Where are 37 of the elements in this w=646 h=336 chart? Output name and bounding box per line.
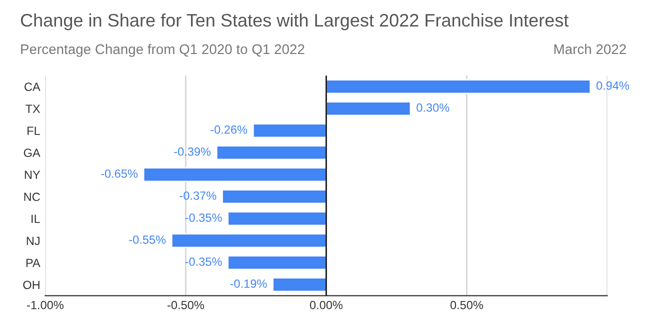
y-tick-label: IL bbox=[32, 214, 40, 223]
x-tick-label: 0.00% bbox=[310, 300, 343, 310]
data-label: -0.35% bbox=[185, 257, 222, 266]
bar bbox=[272, 277, 327, 292]
y-tick-label: TX bbox=[26, 104, 40, 113]
x-tick-label: -1.00% bbox=[27, 300, 64, 310]
chart-title: Change in Share for Ten States with Largest 2022 Franchise Interest bbox=[20, 13, 569, 30]
y-tick-label: NJ bbox=[26, 236, 40, 246]
y-tick-label: OH bbox=[23, 280, 40, 290]
bar bbox=[142, 167, 327, 182]
data-label: -0.26% bbox=[210, 125, 248, 134]
data-label: -0.39% bbox=[174, 147, 211, 156]
y-tick-label: NY bbox=[24, 170, 40, 179]
bar bbox=[227, 255, 327, 270]
bar bbox=[326, 101, 412, 116]
data-label: -0.65% bbox=[101, 169, 138, 178]
chart-subtitle: Percentage Change from Q1 2020 to Q1 2022 bbox=[21, 44, 304, 57]
bar bbox=[227, 211, 327, 226]
bar bbox=[216, 145, 327, 160]
data-label: -0.55% bbox=[129, 235, 166, 244]
data-label: 0.94% bbox=[596, 81, 630, 90]
y-tick-label: FL bbox=[28, 126, 40, 135]
bar bbox=[326, 79, 592, 94]
data-label: -0.37% bbox=[180, 191, 216, 200]
x-tick-label: -0.50% bbox=[168, 300, 204, 310]
y-tick-label: NC bbox=[24, 192, 40, 202]
bar bbox=[252, 123, 327, 138]
y-tick-label: GA bbox=[24, 148, 40, 158]
data-label: -0.35% bbox=[185, 213, 222, 222]
y-tick-label: CA bbox=[24, 82, 40, 91]
x-tick-label: 0.50% bbox=[450, 300, 484, 310]
y-tick-label: PA bbox=[26, 258, 40, 267]
bar bbox=[222, 189, 327, 204]
bar bbox=[170, 233, 327, 248]
data-label: 0.30% bbox=[416, 103, 450, 112]
data-label: -0.19% bbox=[230, 279, 267, 288]
text: March 2022 bbox=[554, 44, 626, 54]
